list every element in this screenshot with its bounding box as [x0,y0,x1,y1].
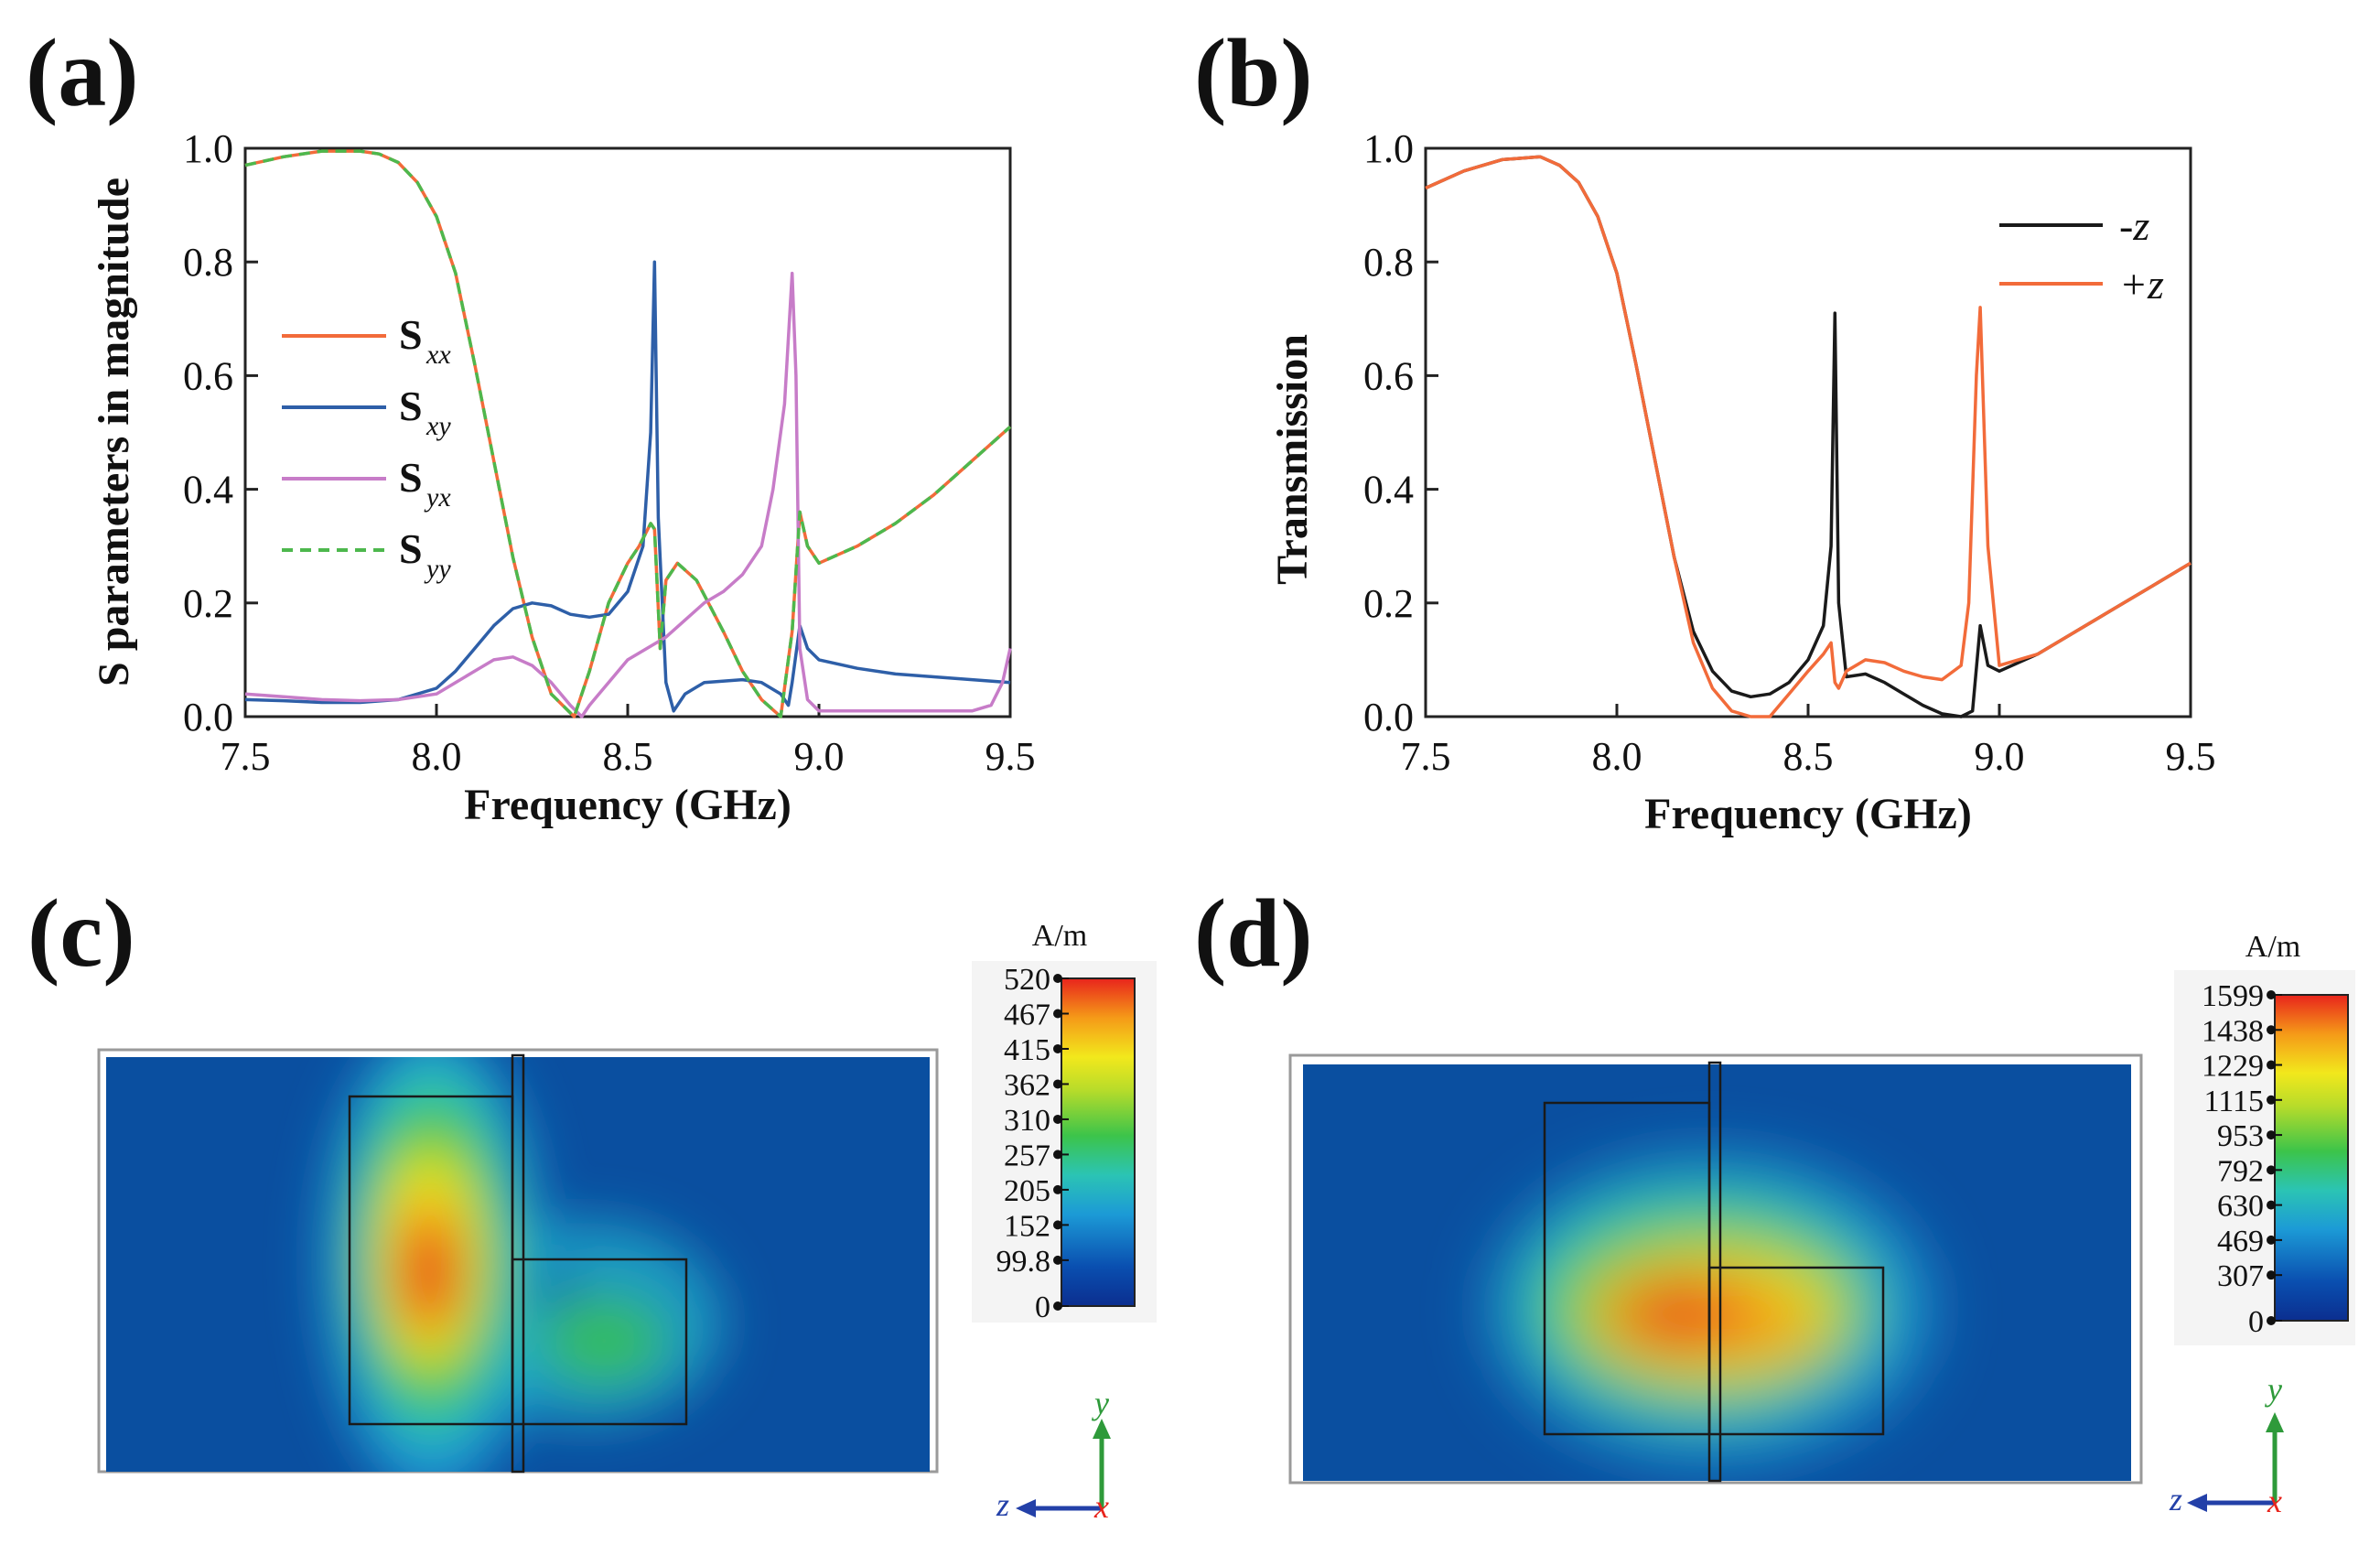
field-c-distribution [322,1057,723,1472]
chart-a-ytick-label: 0.6 [183,353,233,398]
chart-a-series [244,149,1012,718]
chart-b-xtick-label: 9.5 [2166,734,2216,779]
colorbar-c-tick-label: 152 [1004,1209,1050,1243]
triad-c-y-label: y [1092,1385,1109,1421]
legend-a-sub-xx: xx [425,340,451,370]
chart-a-series-yx-line [244,271,1012,718]
chart-a-ticks: 7.5 8.0 8.5 9.0 9.5 0.0 0.2 0.4 0.6 0.8 1.0 [183,126,1036,779]
chart-b-series [1425,155,2192,718]
field-d-distribution [1492,1158,1931,1460]
legend-a-sub-yy: yy [424,554,451,584]
triad-d-x-label: x [2267,1483,2282,1519]
chart-a-xtick-label: 9.5 [985,734,1036,779]
triad-d-y-arrow-icon [2266,1412,2284,1432]
chart-b-ticks: 7.5 8.0 8.5 9.0 9.5 0.0 0.2 0.4 0.6 0.8 1.0 [1363,126,2216,779]
triad-c-y-arrow-icon [1093,1419,1111,1439]
colorbar-c-unit: A/m [1032,919,1087,953]
legend-a-sub-xy: xy [425,411,451,441]
colorbar-d-tick-label: 1438 [2202,1014,2264,1048]
chart-a-xtick-label: 8.0 [412,734,462,779]
field-d-divider [1707,1061,1722,1483]
chart-a-xlabel: Frequency (GHz) [464,781,792,829]
legend-a-sub-yx: yx [424,482,451,513]
legend-b-label-0: -z [2119,202,2149,249]
colorbar-d-gradient [2274,994,2349,1322]
colorbar-c-gradient [1061,977,1136,1307]
triad-c-z-label: z [996,1486,1009,1523]
axis-triad-d: y z x [2169,1371,2284,1519]
colorbar-d-unit: A/m [2245,930,2300,964]
chart-a-series-yy-line [244,149,1012,718]
colorbar-d-tick-label: 1599 [2202,979,2264,1013]
colorbar-d-tick-label: 307 [2217,1259,2264,1293]
colorbar-c-tick-label: 520 [1004,963,1050,997]
panel-label-d: (d) [1194,880,1313,987]
axis-triad-c: y z x [996,1385,1111,1525]
chart-a-xtick-label: 9.0 [794,734,845,779]
chart-b-xtick-label: 8.0 [1592,734,1642,779]
colorbar-c-tick-label: 99.8 [996,1245,1051,1279]
chart-a-ytick-label: 0.8 [183,240,233,285]
chart-b-xtick-label: 7.5 [1401,734,1451,779]
colorbar-c-tick-label: 467 [1004,998,1050,1031]
colorbar-c-tick-label: 362 [1004,1068,1050,1102]
legend-a-label-xy: S [399,383,423,429]
triad-c-x-label: x [1093,1488,1109,1525]
colorbar-d-tick-label: 953 [2217,1119,2264,1153]
chart-b-ytick-label: 0.2 [1363,581,1414,626]
chart-a-series-xx-line [244,149,1012,718]
colorbar-d-tick-label: 792 [2217,1154,2264,1188]
chart-b-xtick-label: 8.5 [1783,734,1834,779]
legend-a-label-yy: S [399,525,423,572]
colorbar-c-tick-label: 257 [1004,1139,1050,1172]
colorbar-c-tick-label: 415 [1004,1033,1050,1067]
colorbar-d-tick-label: 630 [2217,1190,2264,1224]
colorbar-c-tick-label: 205 [1004,1174,1050,1208]
chart-b-ytick-label: 0.8 [1363,240,1414,285]
triad-d-y-label: y [2265,1371,2282,1408]
colorbar-d-tick-label: 0 [2248,1305,2264,1339]
chart-b-ytick-label: 0.4 [1363,468,1414,513]
chart-a-ytick-label: 0.2 [183,581,233,626]
chart-b-xtick-label: 9.0 [1975,734,2025,779]
colorbar-d-tick-label: 469 [2217,1225,2264,1258]
panel-label-a: (a) [26,19,139,126]
chart-b-ytick-label: 1.0 [1363,126,1414,171]
triad-d-z-arrow-icon [2187,1494,2207,1512]
colorbar-c-tick-label: 310 [1004,1104,1050,1138]
panel-label-b: (b) [1194,19,1313,126]
chart-b-ylabel: Transmission [1268,334,1317,585]
legend-b-label-1: +z [2119,261,2164,308]
chart-a-series-xy-line [244,260,1011,713]
colorbar-c-tick-label: 0 [1035,1290,1050,1324]
panel-label-c: (c) [27,880,135,987]
chart-a-ylabel: S parameters in magnitude [90,178,138,686]
chart-a-frame [243,146,1012,718]
chart-b-xlabel: Frequency (GHz) [1644,790,1972,838]
chart-a-xtick-label: 8.5 [603,734,653,779]
chart-b-ytick-label: 0.0 [1363,695,1414,740]
chart-b-ytick-label: 0.6 [1363,353,1414,398]
legend-a-label-xx: S [399,311,423,358]
field-c-divider [511,1053,525,1474]
triad-d-z-label: z [2169,1481,2182,1517]
chart-a-ytick-label: 0.0 [183,695,233,740]
chart-a-ytick-label: 0.4 [183,468,233,513]
chart-b-legend: -z +z [1999,202,2164,308]
chart-a-xtick-label: 7.5 [221,734,271,779]
chart-b: 7.5 8.0 8.5 9.0 9.5 0.0 0.2 0.4 0.6 0.8 1.0 Freque… [1268,126,2216,838]
chart-a-ytick-label: 1.0 [183,126,233,171]
triad-c-z-arrow-icon [1016,1499,1036,1517]
chart-a: 7.5 8.0 8.5 9.0 9.5 0.0 0.2 0.4 0.6 0.8 1.0 Freque… [90,126,1036,829]
colorbar-d-tick-label: 1229 [2202,1050,2264,1084]
chart-b-series-plus-z-line [1425,155,2192,718]
legend-a-label-yx: S [399,454,423,501]
colorbar-d-tick-label: 1115 [2204,1085,2264,1118]
